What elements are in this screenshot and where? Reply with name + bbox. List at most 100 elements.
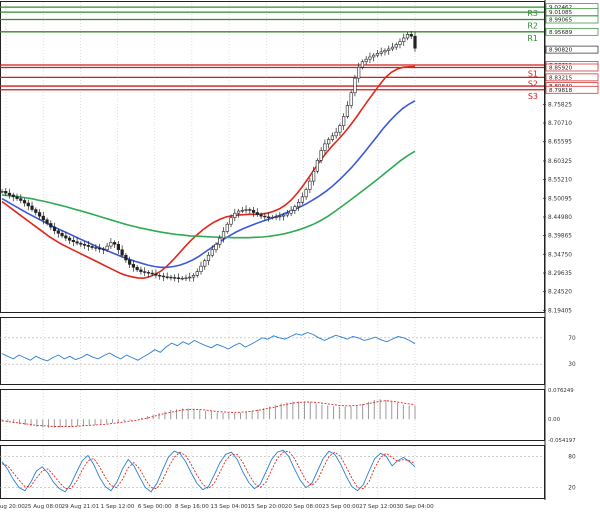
current-price-tag bbox=[545, 45, 599, 54]
candlestick bbox=[49, 220, 53, 231]
candlestick bbox=[304, 187, 308, 200]
candlestick bbox=[45, 217, 49, 226]
candlestick bbox=[105, 242, 109, 252]
x-tick-label: 15 Sep 20:00 bbox=[248, 504, 286, 510]
y-tick-label: 8.60325 bbox=[548, 159, 572, 165]
candlestick bbox=[315, 158, 319, 174]
candlestick bbox=[323, 139, 327, 155]
candlestick bbox=[98, 243, 102, 253]
candlestick bbox=[173, 274, 177, 282]
candlestick bbox=[281, 212, 286, 221]
moving-average-line bbox=[1, 65, 416, 280]
level-price-tag bbox=[545, 15, 599, 24]
candlestick bbox=[116, 240, 120, 255]
candlestick bbox=[297, 199, 301, 212]
candlestick bbox=[383, 48, 387, 56]
candlestick bbox=[139, 266, 143, 275]
candlestick bbox=[143, 267, 147, 277]
candlestick bbox=[146, 270, 151, 278]
candlestick bbox=[26, 199, 30, 211]
level-name: S3 bbox=[528, 92, 538, 101]
candlestick bbox=[41, 211, 45, 225]
candlestick bbox=[263, 212, 267, 221]
candlestick bbox=[368, 52, 372, 63]
rsi-tick-label: 30 bbox=[568, 362, 576, 368]
level-name: S1 bbox=[528, 69, 538, 78]
candlestick bbox=[195, 268, 199, 278]
candlestick bbox=[259, 212, 263, 220]
level-price-tag bbox=[545, 85, 599, 94]
x-tick-label: 25 Aug 08:00 bbox=[24, 504, 62, 510]
candlestick bbox=[278, 211, 282, 221]
candlestick bbox=[131, 259, 136, 272]
candlestick bbox=[394, 42, 398, 51]
candlestick bbox=[56, 228, 60, 238]
candlestick bbox=[86, 240, 90, 251]
level-name: R2 bbox=[527, 22, 538, 31]
y-tick-label: 8.70710 bbox=[548, 121, 572, 127]
candlestick bbox=[210, 245, 214, 258]
candlestick bbox=[255, 208, 259, 217]
candlestick bbox=[300, 192, 304, 205]
candlestick bbox=[372, 52, 376, 62]
candlestick bbox=[274, 213, 278, 221]
y-tick-label: 8.55210 bbox=[548, 178, 572, 184]
series-layer bbox=[0, 31, 417, 493]
macd-tick-label: 0.076249 bbox=[548, 388, 574, 394]
candlestick bbox=[233, 208, 237, 222]
candlestick bbox=[379, 47, 383, 57]
candlestick bbox=[30, 201, 34, 212]
candlestick bbox=[413, 31, 417, 52]
candlestick bbox=[240, 207, 244, 214]
current-price-label: 8.90820 bbox=[549, 48, 573, 54]
candlestick bbox=[79, 240, 83, 248]
x-tick-label: 8 Sep 16:00 bbox=[175, 504, 209, 510]
candlestick bbox=[270, 215, 274, 220]
candlestick bbox=[327, 137, 331, 149]
candlestick bbox=[387, 45, 391, 55]
level-price-label: 8.95689 bbox=[549, 30, 573, 36]
y-tick-label: 8.24520 bbox=[548, 290, 572, 296]
level-name: S2 bbox=[528, 79, 538, 88]
candlestick bbox=[101, 246, 105, 255]
candlestick bbox=[7, 188, 12, 199]
candlestick bbox=[52, 222, 57, 235]
candlestick bbox=[0, 189, 4, 194]
candlestick bbox=[128, 256, 132, 269]
level-price-label: 8.83215 bbox=[549, 75, 573, 81]
candlestick bbox=[124, 253, 128, 263]
level-price-tag bbox=[545, 27, 599, 36]
candlestick bbox=[113, 240, 117, 248]
candlestick bbox=[266, 212, 271, 222]
candlestick bbox=[90, 244, 94, 250]
x-tick-label: 20 Aug 20:00 bbox=[0, 504, 25, 510]
candlestick bbox=[353, 74, 357, 97]
candlestick bbox=[199, 261, 203, 275]
candlestick bbox=[360, 59, 365, 70]
candlestick bbox=[319, 147, 323, 164]
candlestick bbox=[19, 194, 23, 204]
candlestick bbox=[191, 273, 196, 282]
candlestick bbox=[229, 214, 233, 228]
candlestick bbox=[338, 123, 342, 136]
candlestick bbox=[293, 204, 297, 214]
y-tick-label: 8.75825 bbox=[548, 102, 572, 108]
candlestick bbox=[120, 245, 124, 258]
macd-tick-label: 0.00 bbox=[548, 417, 561, 423]
moving-average-line bbox=[1, 150, 416, 239]
candlestick bbox=[251, 207, 256, 217]
candlestick bbox=[236, 208, 241, 218]
candlestick bbox=[206, 251, 211, 266]
x-tick-label: 30 Sep 04:00 bbox=[396, 504, 434, 510]
stochastic-k-line bbox=[1, 449, 416, 493]
candlestick bbox=[188, 272, 192, 282]
candlestick bbox=[15, 193, 19, 201]
stochastic-tick-label: 20 bbox=[568, 486, 576, 492]
candlestick bbox=[158, 273, 162, 280]
candlestick bbox=[34, 207, 38, 216]
candlestick bbox=[334, 127, 338, 139]
